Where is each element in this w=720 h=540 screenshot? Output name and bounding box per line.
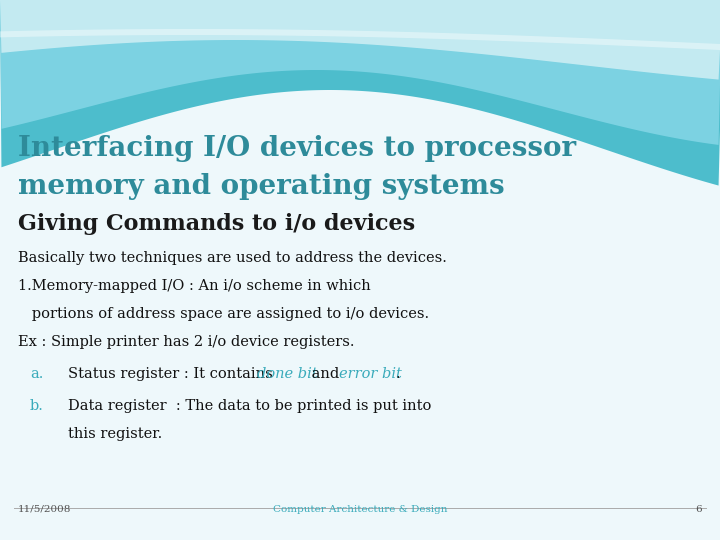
Text: and: and bbox=[307, 367, 344, 381]
Text: 1.Memory-mapped I/O : An i/o scheme in which: 1.Memory-mapped I/O : An i/o scheme in w… bbox=[18, 279, 371, 293]
Text: 11/5/2008: 11/5/2008 bbox=[18, 505, 71, 514]
Polygon shape bbox=[0, 0, 720, 145]
Text: portions of address space are assigned to i/o devices.: portions of address space are assigned t… bbox=[18, 307, 429, 321]
Text: Computer Architecture & Design: Computer Architecture & Design bbox=[273, 505, 447, 514]
Text: Interfacing I/O devices to processor: Interfacing I/O devices to processor bbox=[18, 135, 576, 162]
Text: Ex : Simple printer has 2 i/o device registers.: Ex : Simple printer has 2 i/o device reg… bbox=[18, 335, 354, 349]
Text: memory and operating systems: memory and operating systems bbox=[18, 173, 505, 200]
Text: done bit: done bit bbox=[257, 367, 318, 381]
Polygon shape bbox=[0, 0, 720, 186]
Text: b.: b. bbox=[30, 399, 44, 413]
Polygon shape bbox=[0, 29, 720, 50]
Text: Status register : It contains: Status register : It contains bbox=[68, 367, 277, 381]
Text: Basically two techniques are used to address the devices.: Basically two techniques are used to add… bbox=[18, 251, 447, 265]
Text: this register.: this register. bbox=[68, 427, 162, 441]
Text: Giving Commands to i/o devices: Giving Commands to i/o devices bbox=[18, 213, 415, 235]
Text: 6: 6 bbox=[696, 505, 702, 514]
Text: Data register  : The data to be printed is put into: Data register : The data to be printed i… bbox=[68, 399, 431, 413]
Polygon shape bbox=[0, 0, 720, 79]
Text: a.: a. bbox=[30, 367, 43, 381]
Text: .: . bbox=[395, 367, 400, 381]
Text: error bit: error bit bbox=[339, 367, 402, 381]
